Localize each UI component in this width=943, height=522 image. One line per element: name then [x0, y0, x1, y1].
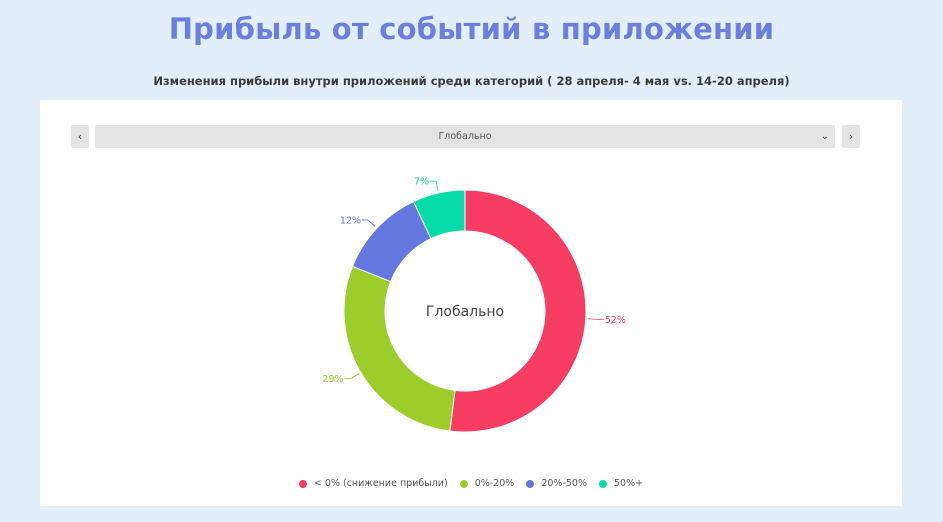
- legend-item[interactable]: 20%-50%: [526, 478, 587, 489]
- slice-leader-line: [362, 219, 376, 228]
- slice-leader-line: [429, 180, 439, 192]
- legend-item[interactable]: 0%-20%: [459, 478, 515, 489]
- slice-value-label: 12%: [340, 215, 361, 226]
- donut-slice[interactable]: [343, 265, 456, 432]
- chevron-right-icon: ›: [848, 130, 854, 143]
- slice-value-label: 7%: [414, 177, 429, 188]
- legend-swatch: [598, 479, 607, 488]
- previous-button[interactable]: ‹: [71, 125, 89, 148]
- slice-value-label: 29%: [322, 374, 343, 385]
- page-title: Прибыль от событий в приложении: [168, 12, 775, 46]
- next-button[interactable]: ›: [842, 125, 860, 148]
- legend-label: 20%-50%: [541, 478, 587, 489]
- legend-label: < 0% (снижение прибыли): [313, 478, 448, 489]
- donut-center-label: Глобально: [426, 304, 504, 320]
- slice-leader-line: [587, 318, 604, 320]
- donut-slice[interactable]: [449, 189, 587, 433]
- legend-item[interactable]: < 0% (снижение прибыли): [298, 478, 448, 489]
- slice-leader-line: [344, 373, 360, 380]
- legend-swatch: [526, 479, 535, 488]
- chevron-left-icon: ‹: [77, 130, 83, 143]
- legend-label: 50%+: [613, 478, 644, 489]
- legend-swatch: [459, 479, 468, 488]
- region-select-value: Глобально: [438, 131, 492, 142]
- region-select[interactable]: Глобально ⌄: [95, 125, 835, 148]
- legend-label: 0%-20%: [474, 478, 515, 489]
- donut-chart: 52% 29% 12% 7% Глобально: [322, 177, 626, 433]
- slice-value-label: 52%: [605, 315, 626, 326]
- chart-legend: < 0% (снижение прибыли) 0%-20% 20%-50% 50%+: [40, 478, 902, 489]
- chart-panel: ‹ Глобально ⌄ › 52% 29% 12% 7% Глобально < 0…: [40, 100, 902, 506]
- chevron-down-icon: ⌄: [820, 131, 829, 142]
- legend-item[interactable]: 50%+: [598, 478, 644, 489]
- chart-subtitle: Изменения прибыли внутри приложений сред…: [153, 74, 790, 88]
- legend-swatch: [298, 479, 307, 488]
- donut-slice[interactable]: [412, 189, 466, 240]
